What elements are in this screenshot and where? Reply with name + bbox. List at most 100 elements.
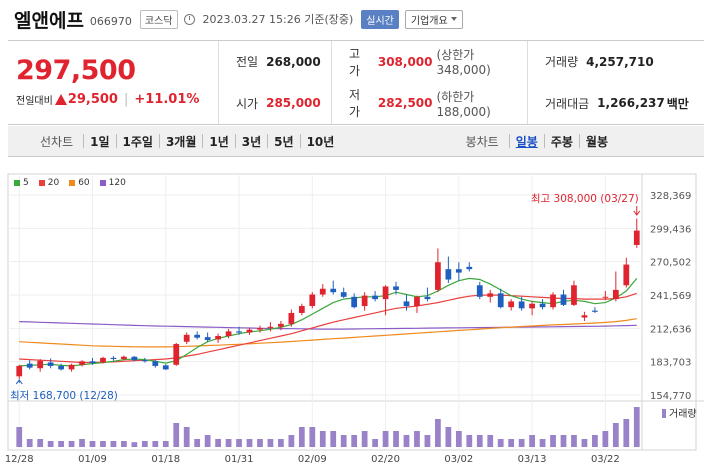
company-info-dropdown[interactable]: 기업개요: [404, 9, 463, 29]
chart-toolbar: 선차트 1일 1주일 3개월 1년 3년 5년 10년 봉차트 일봉 주봉 월봉: [8, 126, 704, 157]
x-tick-label: 03/02: [444, 454, 473, 465]
period-5y[interactable]: 5년: [274, 134, 294, 149]
current-price: 297,500: [16, 55, 136, 86]
volume-bar: [550, 435, 556, 447]
stock-chart[interactable]: 5 20 60 120 328,369 299,436 270,502 241,569…: [0, 170, 704, 473]
divider: [578, 134, 580, 148]
period-3m[interactable]: 3개월: [165, 134, 197, 149]
realtime-button[interactable]: 실시간: [361, 9, 399, 29]
change-row: 전일대비 29,500 | +11.01%: [16, 92, 218, 107]
volume-bar: [435, 419, 441, 447]
volume-bar: [445, 427, 452, 447]
candle-body: [267, 326, 274, 328]
y-tick-label: 183,703: [650, 358, 691, 369]
stat-label: 거래량: [545, 55, 579, 70]
legend-swatch: [14, 180, 20, 186]
volume-bar: [529, 435, 535, 447]
volume-bar: [288, 435, 295, 447]
y-tick-label: 299,436: [650, 224, 691, 235]
lower-limit-text: (하한가 188,000): [436, 89, 491, 119]
volume-bar: [508, 439, 515, 447]
stat-open: 시가 285,000: [219, 83, 331, 125]
divider: [267, 134, 269, 148]
period-1y[interactable]: 1년: [209, 134, 229, 149]
volume-bar: [466, 435, 473, 447]
x-tick-label: 01/31: [225, 454, 254, 465]
line-chart-label: 선차트: [40, 134, 74, 149]
candle-body: [382, 286, 389, 300]
volume-bar: [560, 435, 567, 447]
candle-body: [79, 361, 85, 365]
candle-body: [424, 296, 431, 300]
candle-body: [121, 356, 127, 360]
ma5-line: [19, 277, 638, 367]
stat-label: 거래대금: [545, 96, 590, 111]
candle-body: [361, 295, 368, 307]
candle-body: [152, 361, 159, 366]
volume-bar: [58, 441, 64, 447]
volume-bar: [79, 439, 85, 447]
period-3y[interactable]: 3년: [241, 134, 262, 149]
candle-body: [330, 288, 337, 293]
candle-body: [194, 334, 201, 338]
x-tick-label: 02/09: [298, 454, 327, 465]
volume-bar: [194, 439, 201, 447]
volume-label: 거래량: [669, 408, 697, 420]
chart-canvas[interactable]: 328,369 299,436 270,502 241,569 212,636 183,7…: [0, 170, 704, 473]
period-1w[interactable]: 1주일: [122, 134, 153, 149]
volume-bar: [571, 435, 577, 447]
volume-bar: [487, 435, 494, 447]
divider: [158, 134, 160, 148]
x-tick-label: 12/28: [5, 454, 34, 465]
candle-monthly[interactable]: 월봉: [585, 134, 608, 149]
stat-value: 1,266,237: [597, 96, 665, 111]
stat-unit: 백만: [666, 96, 689, 111]
candle-body: [47, 362, 54, 366]
x-tick-label: 01/09: [78, 454, 107, 465]
legend-swatch: [38, 180, 45, 186]
period-10y[interactable]: 10년: [306, 134, 335, 149]
candle-body: [110, 357, 117, 360]
candle-body: [37, 360, 44, 369]
candle-daily[interactable]: 일봉: [515, 134, 538, 149]
chart-legend: 5 20 60 120: [14, 178, 126, 188]
legend-swatch: [69, 180, 76, 186]
clock-icon: [183, 13, 195, 25]
candle-body: [257, 327, 263, 330]
stat-low: 저가 282,500 (하한가 188,000): [331, 82, 527, 124]
candle-body: [141, 360, 148, 362]
volume-bar: [476, 435, 483, 447]
candle-body: [162, 365, 169, 370]
ma60-line: [19, 318, 637, 348]
candle-body: [403, 301, 410, 307]
candle-body: [351, 296, 358, 308]
legend-ma5: 5: [14, 178, 29, 188]
volume-bar: [16, 427, 23, 447]
divider: [543, 134, 545, 148]
stat-label: 전일: [236, 55, 259, 70]
x-tick-label: 01/18: [151, 454, 180, 465]
volume-bar: [26, 439, 33, 447]
candle-body: [58, 365, 64, 370]
candle-body: [225, 331, 232, 336]
x-tick-label: 02/20: [371, 454, 400, 465]
volume-bar: [361, 431, 368, 447]
x-tick-label: 03/13: [518, 454, 547, 465]
volume-bar: [309, 427, 316, 447]
candle-weekly[interactable]: 주봉: [550, 134, 573, 149]
volume-bar: [257, 439, 263, 447]
candle-body: [414, 296, 420, 307]
period-1d[interactable]: 1일: [90, 134, 110, 149]
change-value: 29,500: [67, 92, 118, 107]
max-arrow-head: [633, 210, 641, 216]
volume-bar: [89, 441, 96, 447]
volume-bar: [183, 427, 190, 447]
candle-body: [393, 286, 399, 290]
stats-grid: 전일 268,000 고가 308,000 (상한가 348,000) 거래량 …: [219, 41, 704, 124]
stat-amount: 거래대금 1,266,237 백만: [527, 82, 704, 124]
volume-bar: [204, 435, 211, 447]
candle-body: [100, 357, 106, 363]
candle-body: [560, 294, 567, 305]
stat-value: 268,000: [266, 54, 321, 69]
candle-body: [497, 293, 504, 308]
